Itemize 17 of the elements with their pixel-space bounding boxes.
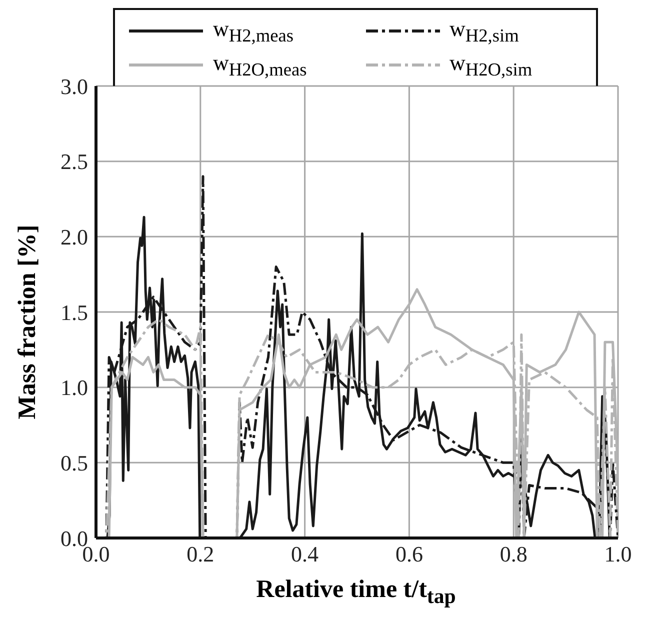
legend-label: w$_{H2,meas}$ xyxy=(213,16,294,46)
legend-label: w$_{H2O,sim}$ xyxy=(450,50,532,80)
y-tick-label: 1.5 xyxy=(60,300,88,325)
x-tick-label: 0.6 xyxy=(395,542,423,567)
y-tick-label: 3.0 xyxy=(60,74,88,99)
y-tick-label: 2.5 xyxy=(60,149,88,174)
legend-label: w$_{H2O,meas}$ xyxy=(213,50,307,80)
x-tick-label: 1.0 xyxy=(604,542,632,567)
x-tick-label: 0.4 xyxy=(291,542,319,567)
x-tick-label: 0.2 xyxy=(186,542,214,567)
y-tick-label: 2.0 xyxy=(60,224,88,250)
x-axis-title: Relative time t/t$_{tap}$ xyxy=(255,576,457,609)
y-tick-label: 1.0 xyxy=(60,375,88,400)
legend-label: w$_{H2,sim}$ xyxy=(450,16,519,46)
y-tick-label: 0.5 xyxy=(60,450,88,476)
y-axis-title: Mass fraction [%] xyxy=(14,224,42,420)
x-tick-label: 0.8 xyxy=(500,542,528,567)
